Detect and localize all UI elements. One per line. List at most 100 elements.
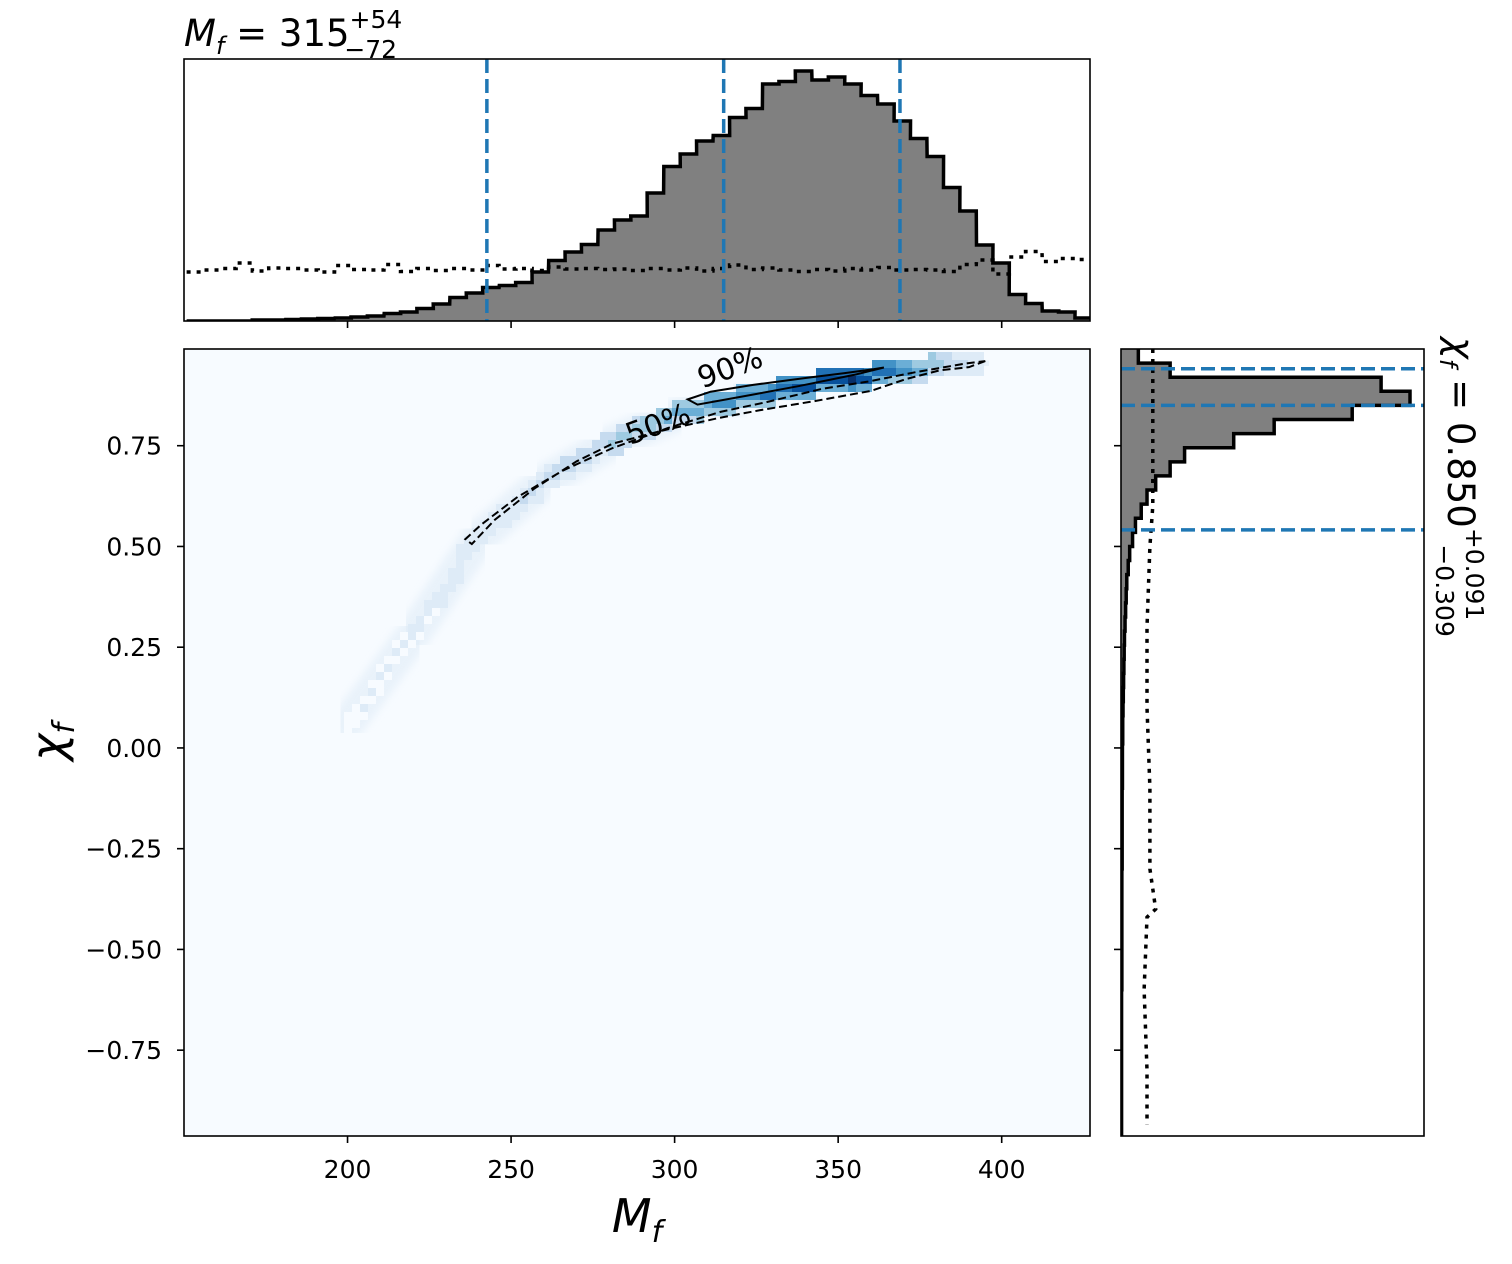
density-cell [848, 384, 856, 392]
density-cell [568, 464, 576, 472]
density-cell [424, 600, 432, 608]
density-cell [384, 664, 392, 672]
density-cell [928, 360, 936, 368]
density-cell [632, 416, 640, 424]
density-cell [424, 616, 432, 624]
density-cell [456, 568, 464, 576]
density-cell [528, 496, 536, 504]
density-cell [720, 392, 728, 400]
density-cell [616, 440, 624, 448]
x-tick-label-200: 200 [324, 1155, 372, 1184]
density-cell [624, 432, 632, 440]
density-cell [768, 392, 776, 400]
density-cell [936, 352, 944, 360]
density-cell [728, 400, 736, 408]
density-cell [824, 368, 832, 376]
density-cell [672, 400, 680, 408]
density-cell [880, 360, 888, 368]
density-cell [400, 632, 408, 640]
density-cell [544, 464, 552, 472]
density-cell [968, 352, 976, 360]
top-histogram-outline [186, 69, 1090, 321]
density-cell [696, 416, 704, 424]
density-cell [520, 504, 528, 512]
density-cell [536, 488, 544, 496]
density-cell [704, 408, 712, 416]
density-cell [528, 488, 536, 496]
density-cell [848, 376, 856, 384]
density-cell [408, 632, 416, 640]
density-cell [896, 368, 904, 376]
density-cell [544, 480, 552, 488]
density-cell [352, 712, 360, 720]
density-cell [472, 544, 480, 552]
density-cell [904, 376, 912, 384]
contour-90pct [463, 360, 986, 546]
density-cell [912, 376, 920, 384]
y-tick-label-1: 0.50 [106, 532, 162, 561]
density-cell [928, 352, 936, 360]
density-cell [416, 624, 424, 632]
density-cell [776, 376, 784, 384]
density-cell [944, 352, 952, 360]
density-cell [736, 400, 744, 408]
density-cell [624, 440, 632, 448]
density-cell [648, 424, 656, 432]
density-cell [840, 384, 848, 392]
y-tick-label-2: 0.25 [106, 633, 162, 662]
density-cell [840, 376, 848, 384]
right-prior-line [1142, 349, 1158, 1125]
density-cell [968, 360, 976, 368]
density-cell [568, 456, 576, 464]
density-cell [632, 432, 640, 440]
density-cell [408, 640, 416, 648]
density-cell [440, 592, 448, 600]
density-cell [512, 512, 520, 520]
density-cell [872, 360, 880, 368]
density-cell [392, 640, 400, 648]
density-cell [608, 432, 616, 440]
density-cell [536, 496, 544, 504]
density-cell [496, 520, 504, 528]
density-cell [488, 528, 496, 536]
density-cell [656, 416, 664, 424]
density-cell [760, 400, 768, 408]
density-cell [456, 544, 464, 552]
density-cell [520, 496, 528, 504]
density-cell [920, 360, 928, 368]
y-tick-label-4: −0.25 [85, 835, 162, 864]
density-cell [720, 400, 728, 408]
density-cell [680, 416, 688, 424]
density-cell [920, 368, 928, 376]
density-cell [912, 360, 920, 368]
density-cell [536, 480, 544, 488]
density-cell [504, 504, 512, 512]
right-histogram-outline [1121, 349, 1412, 1136]
density-cell [432, 592, 440, 600]
x-tick-label-250: 250 [487, 1155, 535, 1184]
heatmap-background [184, 349, 1090, 1136]
density-cell [456, 560, 464, 568]
density-cell [376, 680, 384, 688]
x-tick-label-300: 300 [651, 1155, 699, 1184]
density-cell [784, 392, 792, 400]
density-cell [816, 376, 824, 384]
density-cell [408, 624, 416, 632]
top-panel-frame [183, 58, 1091, 322]
density-cell [744, 400, 752, 408]
density-cell [832, 384, 840, 392]
density-cell [856, 376, 864, 384]
density-cell [456, 552, 464, 560]
density-cell [672, 408, 680, 416]
density-cell [944, 360, 952, 368]
density-cell [360, 696, 368, 704]
density-cell [392, 648, 400, 656]
density-cell [384, 656, 392, 664]
density-cell [368, 696, 376, 704]
density-cell [880, 368, 888, 376]
right-panel-title: χf = 0.850+0.091−0.309 [1430, 335, 1489, 637]
density-cell [472, 528, 480, 536]
density-cell [376, 688, 384, 696]
density-cell [664, 408, 672, 416]
density-cell [464, 544, 472, 552]
